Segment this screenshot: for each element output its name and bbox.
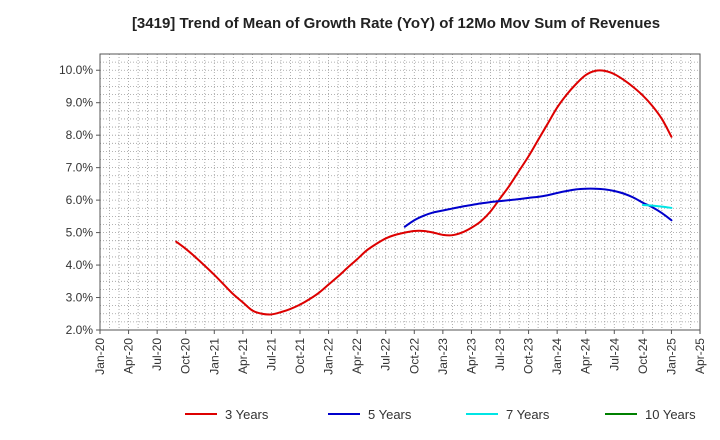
y-tick-label: 10.0% [59,63,93,77]
x-tick-label: Jan-22 [322,338,336,375]
x-tick-label: Oct-21 [293,338,307,374]
x-tick-label: Apr-22 [350,338,364,374]
legend-label-5-years: 5 Years [368,407,412,422]
grid-lines [100,54,700,330]
legend-label-3-years: 3 Years [225,407,269,422]
y-tick-label: 5.0% [66,226,94,240]
series-lines [175,69,673,316]
x-tick-label: Jul-21 [264,338,278,371]
y-tick-label: 8.0% [66,128,94,142]
x-tick-label: Apr-20 [122,338,136,374]
plot-area [99,53,701,331]
y-tick-label: 7.0% [66,161,94,175]
x-tick-label: Oct-23 [522,338,536,374]
x-tick-label: Oct-24 [636,338,650,374]
y-tick-label: 6.0% [66,193,94,207]
legend: 3 Years 5 Years 7 Years 10 Years [185,407,696,422]
x-axis-ticks: Jan-20 Apr-20 Jul-20 Oct-20 Jan-21 Apr-21 Jul-… [93,330,707,375]
series-line-5-years [403,187,673,228]
x-tick-label: Jan-21 [207,338,221,375]
x-tick-label: Jul-22 [379,338,393,371]
x-tick-label: Jul-23 [493,338,507,371]
x-tick-label: Apr-21 [236,338,250,374]
x-tick-label: Jul-20 [150,338,164,371]
legend-label-10-years: 10 Years [645,407,696,422]
x-tick-label: Jan-23 [436,338,450,375]
chart-title: [3419] Trend of Mean of Growth Rate (YoY… [132,15,660,32]
x-tick-label: Apr-23 [464,338,478,374]
legend-label-7-years: 7 Years [506,407,550,422]
series-line-7-years [641,203,673,209]
y-axis-ticks: 2.0% 3.0% 4.0% 5.0% 6.0% 7.0% 8.0% 9.0% 10.0% [59,63,100,337]
x-tick-label: Apr-24 [579,338,593,374]
series-line-3-years [175,69,673,316]
y-tick-label: 9.0% [66,96,94,110]
y-tick-label: 2.0% [66,323,94,337]
x-tick-label: Jan-25 [664,338,678,375]
x-tick-label: Jan-20 [93,338,107,375]
y-tick-label: 4.0% [66,258,94,272]
x-tick-label: Oct-22 [407,338,421,374]
x-tick-label: Jul-24 [607,338,621,371]
x-tick-label: Apr-25 [693,338,707,374]
x-tick-label: Oct-20 [179,338,193,374]
y-tick-label: 3.0% [66,291,94,305]
x-tick-label: Jan-24 [550,338,564,375]
